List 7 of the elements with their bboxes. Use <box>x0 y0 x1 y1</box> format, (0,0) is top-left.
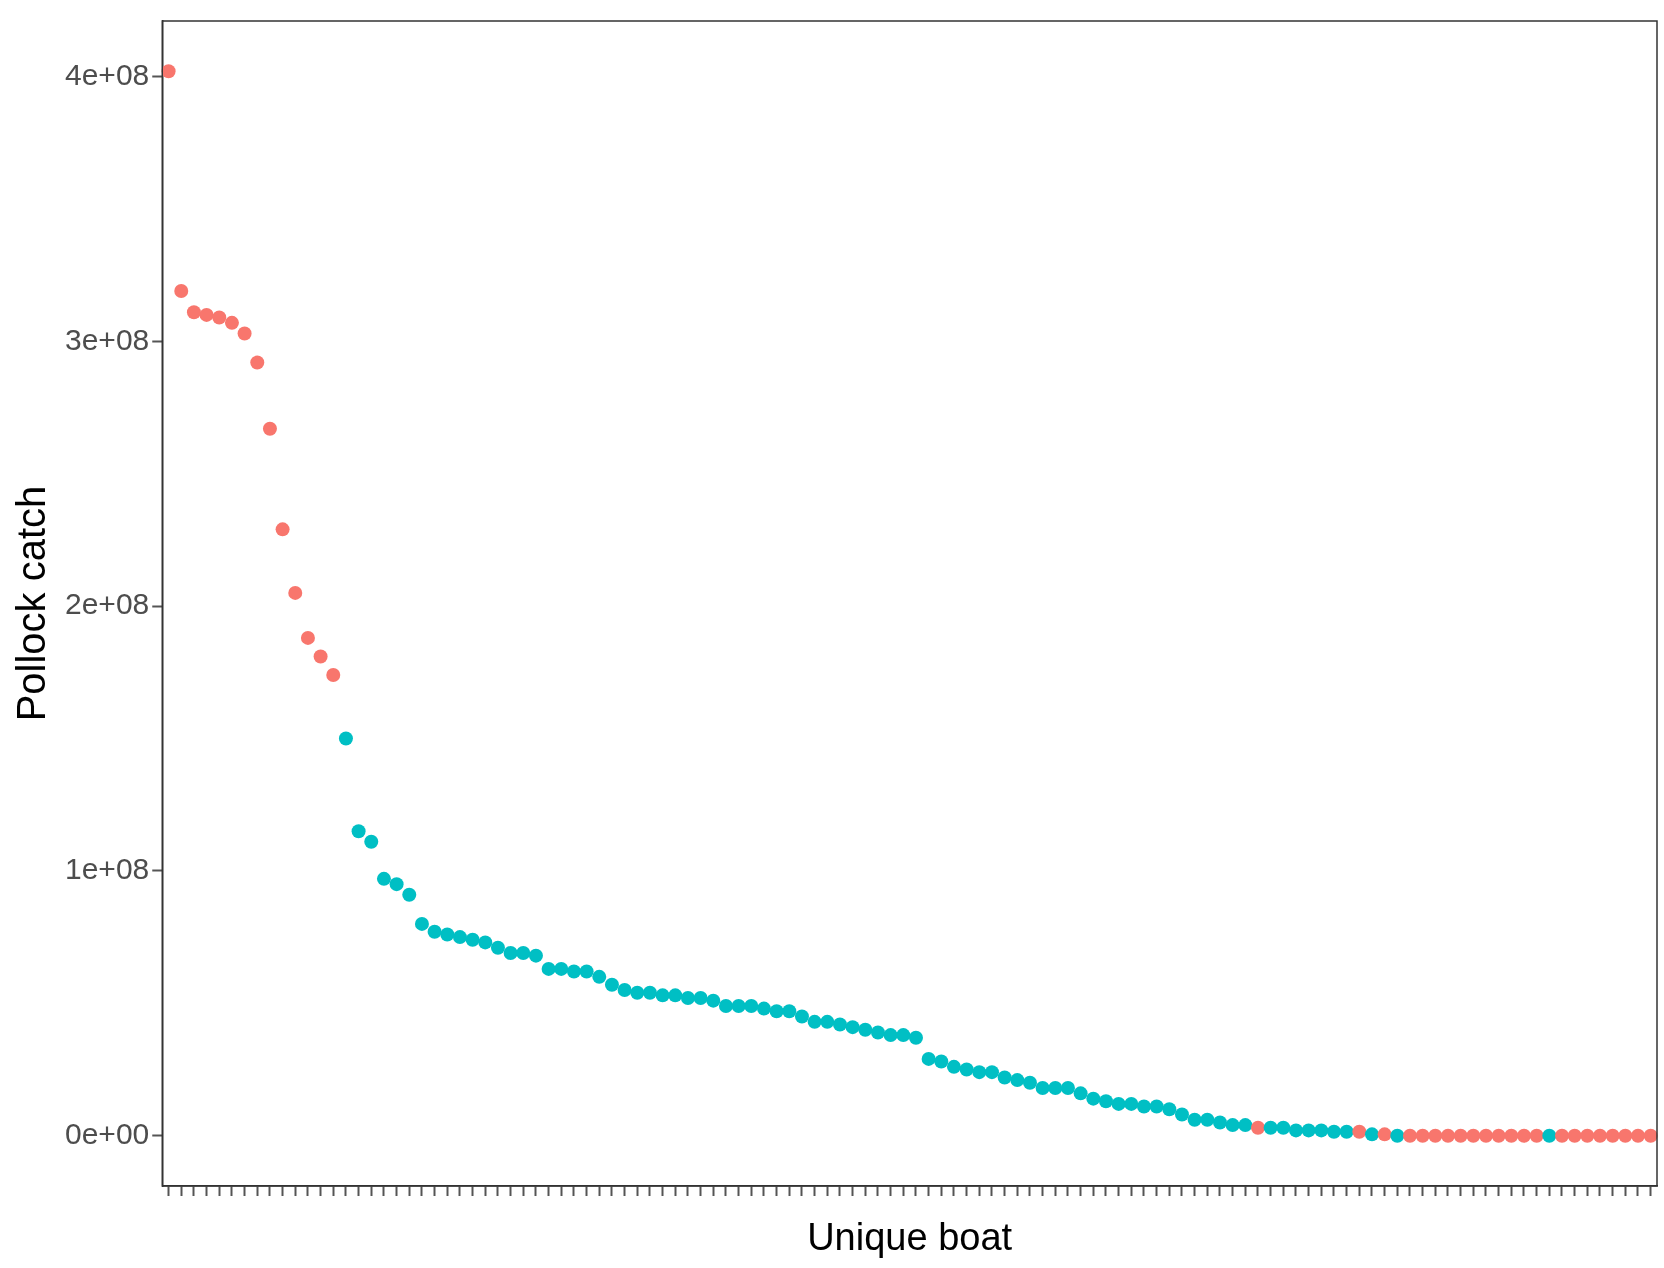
y-tick-label: 3e+08 <box>64 322 150 356</box>
x-axis-title: Unique boat <box>807 1215 1013 1258</box>
y-tick-label: 2e+08 <box>64 587 150 621</box>
y-tick-label: 1e+08 <box>64 852 150 886</box>
y-tick-label: 4e+08 <box>64 57 150 91</box>
y-tick-label: 0e+00 <box>64 1116 150 1150</box>
y-axis-title: Pollock catch <box>9 485 54 722</box>
